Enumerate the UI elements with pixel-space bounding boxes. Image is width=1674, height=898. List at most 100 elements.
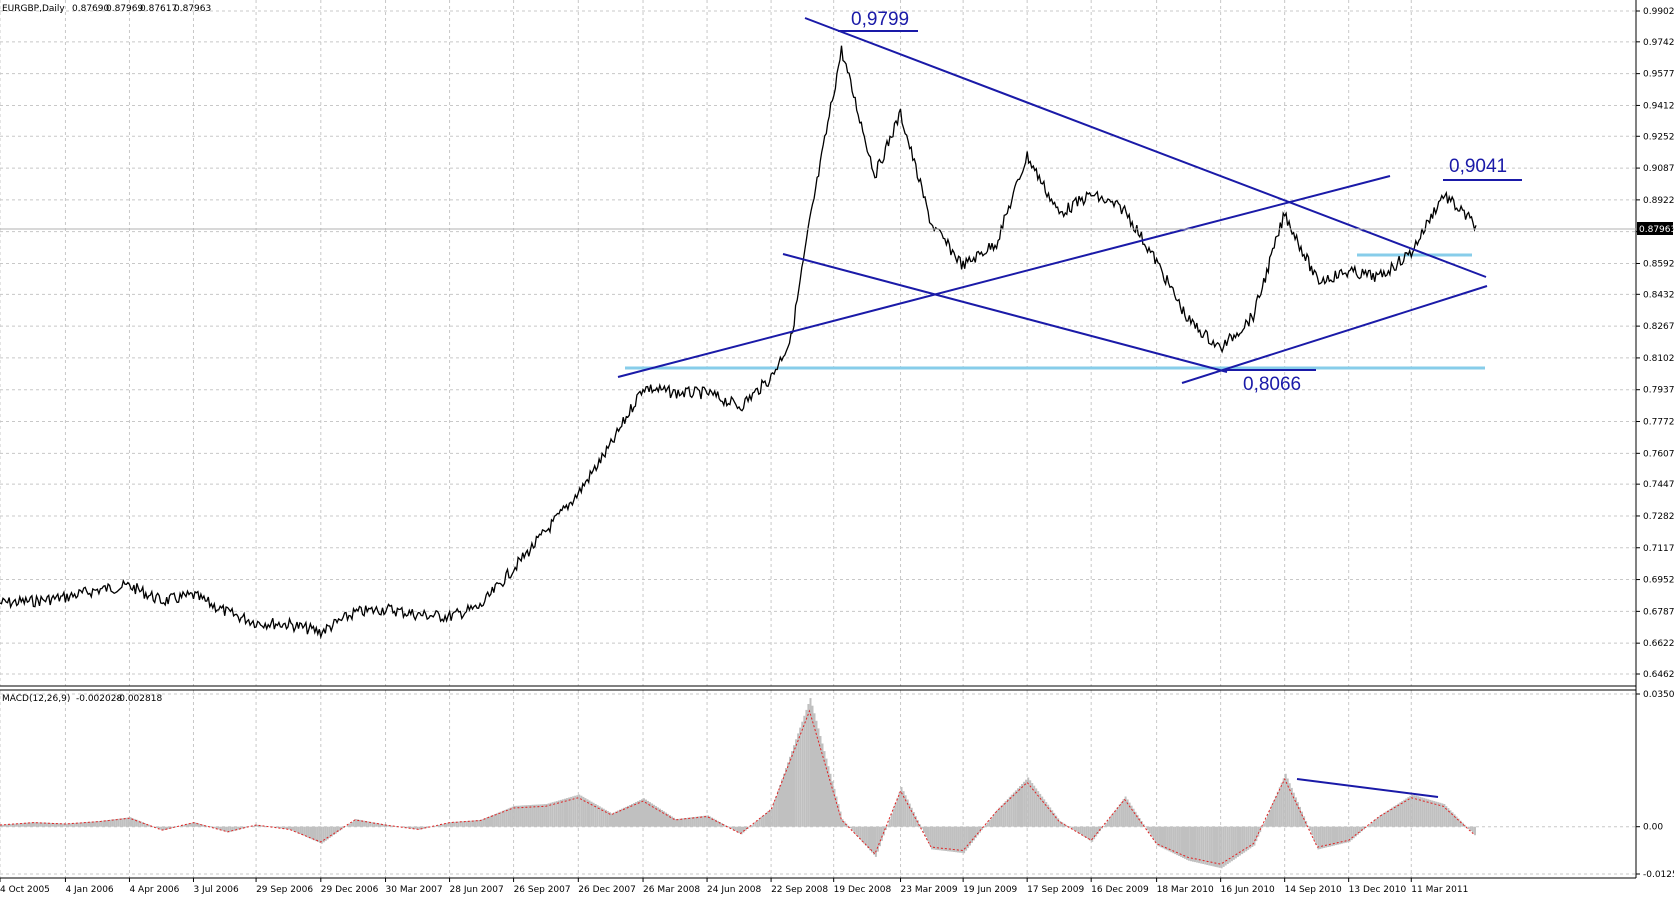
macd-bar — [1294, 797, 1297, 827]
annotation-high: 0,9041 — [1449, 156, 1507, 177]
macd-bar — [457, 821, 460, 827]
time-tick-label: 19 Dec 2008 — [834, 885, 892, 895]
macd-bar — [671, 816, 673, 827]
macd-bar — [1284, 773, 1287, 827]
macd-bar — [168, 826, 171, 829]
macd-bar — [9, 824, 12, 827]
macd-bar — [709, 816, 711, 827]
macd-bar — [371, 822, 374, 827]
macd-bar — [486, 817, 488, 827]
macd-bar — [73, 823, 76, 827]
macd-bar — [37, 822, 40, 827]
macd-bar — [1449, 810, 1452, 827]
macd-bar — [1360, 826, 1363, 832]
macd-bar — [683, 818, 686, 827]
macd-bar — [1413, 795, 1416, 827]
macd-bar — [821, 743, 824, 827]
macd-bar — [1356, 826, 1359, 835]
macd-bar — [1172, 826, 1175, 854]
macd-bar — [1391, 807, 1394, 827]
macd-bar — [435, 825, 438, 827]
macd-bar — [744, 826, 747, 831]
macd-bar — [1012, 792, 1015, 827]
macd-bar — [19, 823, 22, 827]
macd-bar — [619, 809, 621, 827]
main-pane[interactable] — [0, 0, 1636, 686]
macd-bar — [445, 823, 448, 827]
macd-bar — [861, 826, 864, 842]
macd-bar — [201, 824, 204, 827]
macd-bar — [1021, 784, 1023, 827]
macd-bar — [1083, 826, 1086, 837]
macd-bar — [359, 819, 361, 827]
macd-bar — [311, 826, 313, 840]
trend-line-rising-long[interactable] — [617, 175, 1391, 378]
macd-bar — [160, 826, 163, 830]
macd-bar — [855, 826, 858, 835]
macd-bar — [982, 826, 985, 828]
macd-bar — [233, 826, 236, 831]
macd-bar — [1234, 826, 1237, 859]
macd-bar — [291, 826, 294, 831]
macd-divergence-line[interactable] — [1296, 778, 1439, 798]
macd-bar — [1474, 826, 1476, 836]
trend-line-falling-lower[interactable] — [782, 253, 1228, 373]
time-axis[interactable]: 4 Oct 2005 4 Jan 2006 4 Apr 2006 3 Jul 2006… — [0, 878, 1468, 895]
macd-bar — [679, 818, 681, 827]
macd-bar — [1075, 826, 1078, 832]
macd-bar — [465, 821, 468, 827]
macd-bar — [789, 756, 791, 827]
macd-bar — [1222, 826, 1225, 867]
macd-bar — [1467, 826, 1470, 829]
macd-bar — [1091, 826, 1094, 842]
macd-bar — [980, 826, 983, 831]
trend-line-upper-falling[interactable] — [804, 17, 1487, 278]
trend-line-rising-lower[interactable] — [1181, 285, 1488, 384]
macd-bar — [1461, 822, 1464, 827]
macd-bar — [765, 813, 767, 827]
macd-bar — [931, 826, 934, 850]
macd-bar — [63, 823, 66, 827]
macd-bar — [586, 799, 589, 827]
macd-bar — [1455, 816, 1458, 827]
macd-bar — [309, 826, 312, 839]
macd-bar — [484, 818, 487, 827]
macd-bar — [27, 822, 30, 827]
macd-bar — [1395, 805, 1398, 827]
macd-bar — [734, 826, 737, 831]
macd-bar — [318, 826, 321, 843]
macd-bar — [771, 807, 774, 827]
macd-bar — [701, 816, 704, 827]
macd-bar — [1445, 806, 1448, 827]
macd-bar — [77, 822, 80, 827]
macd-bar — [1045, 802, 1048, 827]
macd-bar — [645, 799, 647, 827]
macd-bar — [459, 821, 462, 827]
macd-bar — [617, 810, 619, 827]
macd-bar — [621, 808, 623, 827]
macd-bar — [604, 809, 607, 827]
macd-bar — [96, 821, 99, 827]
macd-bar — [406, 826, 408, 828]
macd-bar — [929, 826, 932, 846]
macd-bar — [925, 826, 927, 837]
macd-bar — [367, 821, 370, 827]
macd-bar — [1210, 826, 1213, 866]
macd-bar — [1292, 792, 1295, 827]
ohlc-low: 0.87617 — [140, 4, 177, 14]
macd-axis[interactable]: 0.035097 0.00 -0.01251 — [1636, 690, 1674, 880]
macd-bar — [1340, 826, 1343, 844]
macd-bar — [316, 826, 319, 842]
macd-bar — [1002, 803, 1005, 827]
macd-bar — [164, 826, 167, 830]
macd-bar — [1271, 805, 1273, 827]
macd-bar — [781, 779, 783, 827]
macd-bar — [1409, 795, 1412, 827]
macd-bar — [91, 821, 93, 827]
macd-bar — [1206, 826, 1209, 865]
macd-bar — [281, 826, 284, 829]
